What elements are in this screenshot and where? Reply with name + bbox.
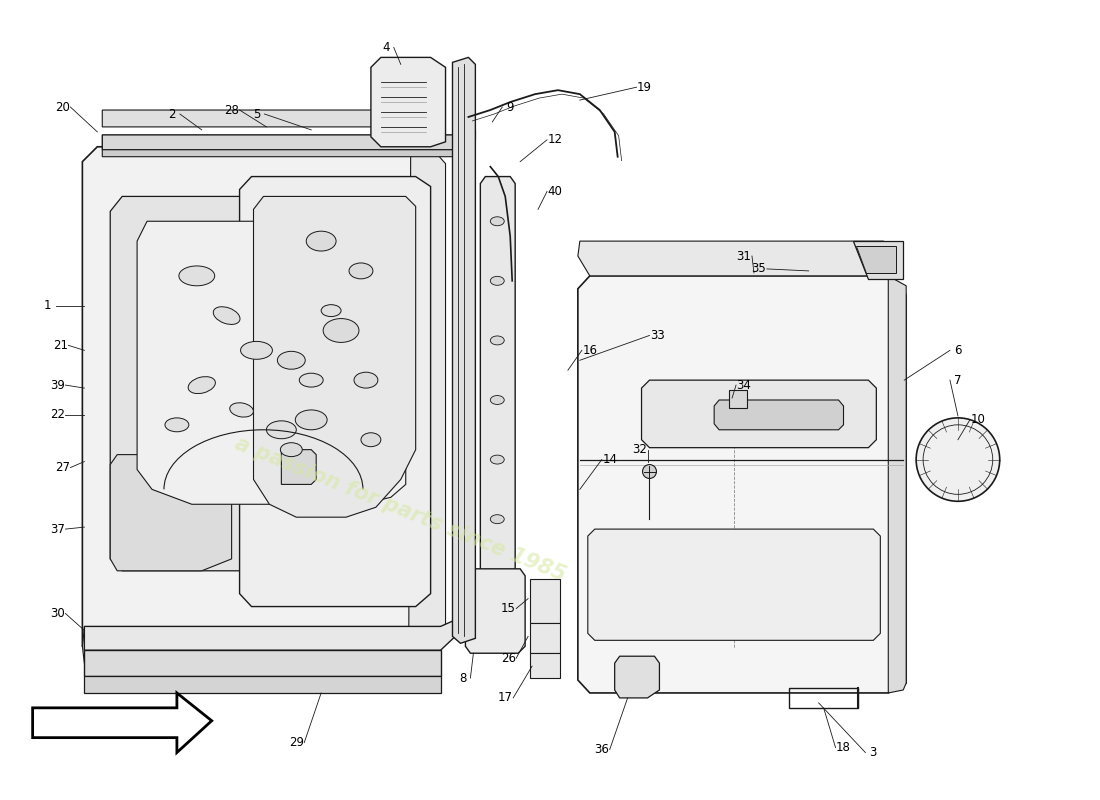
Ellipse shape: [491, 276, 504, 286]
Polygon shape: [530, 654, 560, 678]
Polygon shape: [854, 241, 903, 279]
Polygon shape: [889, 276, 906, 693]
Polygon shape: [110, 440, 232, 571]
Polygon shape: [282, 450, 316, 485]
Text: 34: 34: [737, 378, 751, 392]
Ellipse shape: [491, 514, 504, 524]
Text: 15: 15: [500, 602, 516, 615]
Ellipse shape: [354, 372, 378, 388]
Polygon shape: [615, 656, 659, 698]
Ellipse shape: [323, 318, 359, 342]
Polygon shape: [82, 629, 441, 663]
Polygon shape: [578, 276, 906, 693]
Text: 3: 3: [870, 746, 877, 759]
Text: 18: 18: [836, 741, 851, 754]
Ellipse shape: [179, 266, 214, 286]
Ellipse shape: [491, 336, 504, 345]
Polygon shape: [253, 197, 416, 517]
Text: 5: 5: [253, 107, 261, 121]
Polygon shape: [85, 618, 459, 650]
Polygon shape: [85, 676, 441, 693]
Text: 28: 28: [224, 103, 239, 117]
Polygon shape: [102, 110, 416, 127]
Ellipse shape: [491, 455, 504, 464]
Ellipse shape: [299, 373, 323, 387]
Ellipse shape: [230, 402, 253, 417]
Text: 37: 37: [51, 522, 65, 535]
Polygon shape: [641, 380, 877, 448]
Polygon shape: [33, 693, 211, 753]
Text: 27: 27: [55, 461, 70, 474]
Text: 31: 31: [737, 250, 751, 262]
Text: 33: 33: [650, 329, 664, 342]
Text: 1: 1: [44, 299, 52, 312]
Circle shape: [916, 418, 1000, 502]
Ellipse shape: [306, 231, 337, 251]
Text: 21: 21: [53, 339, 68, 352]
Text: 7: 7: [954, 374, 961, 386]
Circle shape: [642, 465, 657, 478]
Polygon shape: [85, 650, 441, 676]
Text: 10: 10: [970, 414, 986, 426]
Ellipse shape: [165, 418, 189, 432]
Text: 17: 17: [497, 691, 513, 705]
Polygon shape: [587, 529, 880, 640]
Ellipse shape: [241, 342, 273, 359]
Polygon shape: [102, 130, 475, 150]
Text: 22: 22: [50, 408, 65, 422]
Text: 30: 30: [51, 607, 65, 620]
Text: 36: 36: [594, 743, 609, 756]
Text: 32: 32: [632, 443, 647, 456]
Polygon shape: [857, 246, 896, 273]
Ellipse shape: [295, 410, 327, 430]
Ellipse shape: [491, 395, 504, 405]
Polygon shape: [138, 222, 406, 504]
Polygon shape: [530, 578, 560, 623]
Polygon shape: [102, 145, 471, 157]
Ellipse shape: [491, 217, 504, 226]
Text: 6: 6: [954, 344, 961, 357]
Polygon shape: [110, 197, 416, 571]
Ellipse shape: [188, 377, 216, 394]
Text: 29: 29: [289, 736, 304, 749]
Polygon shape: [409, 146, 446, 650]
Text: 12: 12: [548, 134, 562, 146]
Text: 40: 40: [548, 185, 562, 198]
Polygon shape: [452, 58, 475, 643]
Ellipse shape: [277, 351, 305, 370]
Polygon shape: [371, 58, 446, 146]
Text: 35: 35: [751, 262, 767, 275]
Text: 16: 16: [582, 344, 597, 357]
Polygon shape: [578, 241, 903, 276]
Text: 4: 4: [382, 41, 389, 54]
Text: 2: 2: [168, 107, 176, 121]
Text: 20: 20: [55, 101, 70, 114]
Polygon shape: [481, 177, 515, 596]
Text: 8: 8: [459, 671, 466, 685]
Text: 19: 19: [637, 81, 652, 94]
Polygon shape: [714, 400, 844, 430]
Ellipse shape: [321, 305, 341, 317]
Polygon shape: [240, 177, 430, 606]
Text: 14: 14: [602, 453, 617, 466]
Ellipse shape: [361, 433, 381, 446]
Text: a passion for parts since 1985: a passion for parts since 1985: [232, 434, 569, 585]
Polygon shape: [465, 569, 525, 654]
Text: 9: 9: [506, 101, 514, 114]
Ellipse shape: [349, 263, 373, 279]
Ellipse shape: [213, 306, 240, 325]
Ellipse shape: [280, 442, 302, 457]
Text: 39: 39: [51, 378, 65, 392]
Polygon shape: [530, 623, 560, 654]
Ellipse shape: [266, 421, 296, 438]
Polygon shape: [729, 390, 747, 408]
Text: 26: 26: [500, 652, 516, 665]
Polygon shape: [82, 146, 441, 663]
